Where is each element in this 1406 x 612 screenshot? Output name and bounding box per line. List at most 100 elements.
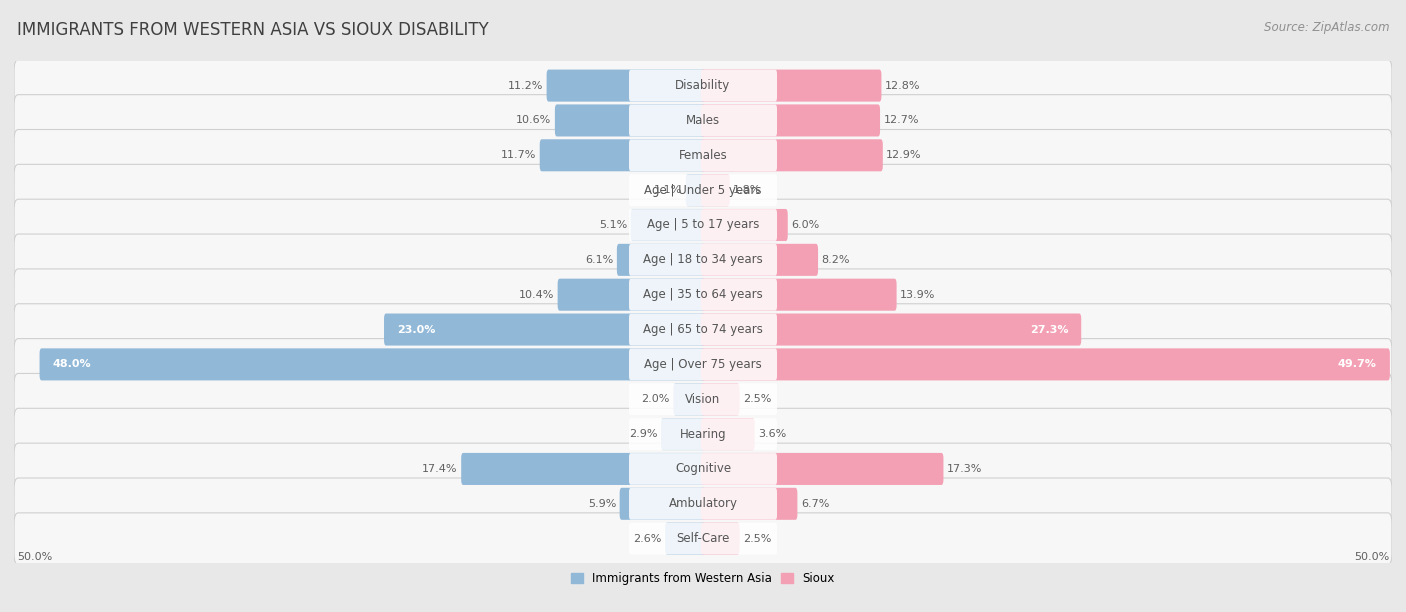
Text: 5.1%: 5.1% [599, 220, 627, 230]
FancyBboxPatch shape [555, 105, 704, 136]
FancyBboxPatch shape [14, 234, 1392, 286]
FancyBboxPatch shape [628, 453, 778, 485]
Text: 48.0%: 48.0% [52, 359, 91, 370]
Text: 27.3%: 27.3% [1029, 324, 1069, 335]
FancyBboxPatch shape [39, 348, 704, 381]
FancyBboxPatch shape [558, 278, 704, 311]
Text: 2.5%: 2.5% [742, 394, 772, 405]
FancyBboxPatch shape [14, 478, 1392, 529]
Text: 10.6%: 10.6% [516, 116, 551, 125]
Text: 11.7%: 11.7% [501, 151, 536, 160]
Text: 2.0%: 2.0% [641, 394, 669, 405]
FancyBboxPatch shape [702, 174, 730, 206]
FancyBboxPatch shape [628, 209, 778, 241]
FancyBboxPatch shape [628, 488, 778, 520]
FancyBboxPatch shape [631, 209, 704, 241]
FancyBboxPatch shape [14, 60, 1392, 111]
FancyBboxPatch shape [620, 488, 704, 520]
Text: Age | 18 to 34 years: Age | 18 to 34 years [643, 253, 763, 266]
Text: Males: Males [686, 114, 720, 127]
Text: Disability: Disability [675, 79, 731, 92]
FancyBboxPatch shape [14, 130, 1392, 181]
FancyBboxPatch shape [628, 244, 778, 275]
FancyBboxPatch shape [14, 513, 1392, 564]
FancyBboxPatch shape [702, 140, 883, 171]
Text: 2.9%: 2.9% [628, 429, 658, 439]
Text: 23.0%: 23.0% [396, 324, 436, 335]
Text: 6.0%: 6.0% [792, 220, 820, 230]
FancyBboxPatch shape [14, 338, 1392, 390]
FancyBboxPatch shape [702, 418, 755, 450]
Text: 10.4%: 10.4% [519, 289, 554, 300]
FancyBboxPatch shape [702, 209, 787, 241]
FancyBboxPatch shape [628, 314, 778, 345]
FancyBboxPatch shape [14, 165, 1392, 216]
Text: Source: ZipAtlas.com: Source: ZipAtlas.com [1264, 21, 1389, 34]
Text: Ambulatory: Ambulatory [668, 498, 738, 510]
FancyBboxPatch shape [14, 373, 1392, 425]
Text: 2.5%: 2.5% [742, 534, 772, 543]
FancyBboxPatch shape [702, 523, 740, 554]
Text: 11.2%: 11.2% [508, 81, 543, 91]
FancyBboxPatch shape [628, 523, 778, 554]
Text: Self-Care: Self-Care [676, 532, 730, 545]
FancyBboxPatch shape [702, 244, 818, 276]
FancyBboxPatch shape [540, 140, 704, 171]
FancyBboxPatch shape [628, 349, 778, 380]
Text: 50.0%: 50.0% [1354, 553, 1389, 562]
Text: 2.6%: 2.6% [633, 534, 662, 543]
Text: Age | Under 5 years: Age | Under 5 years [644, 184, 762, 196]
FancyBboxPatch shape [617, 244, 704, 276]
FancyBboxPatch shape [628, 418, 778, 450]
FancyBboxPatch shape [547, 70, 704, 102]
FancyBboxPatch shape [461, 453, 704, 485]
FancyBboxPatch shape [702, 105, 880, 136]
Text: 12.9%: 12.9% [886, 151, 922, 160]
Text: 17.3%: 17.3% [946, 464, 983, 474]
Text: 49.7%: 49.7% [1339, 359, 1376, 370]
Text: 50.0%: 50.0% [17, 553, 52, 562]
FancyBboxPatch shape [14, 443, 1392, 494]
Text: 1.8%: 1.8% [734, 185, 762, 195]
FancyBboxPatch shape [628, 70, 778, 102]
FancyBboxPatch shape [628, 140, 778, 171]
FancyBboxPatch shape [673, 383, 704, 416]
Text: Age | 65 to 74 years: Age | 65 to 74 years [643, 323, 763, 336]
FancyBboxPatch shape [702, 488, 797, 520]
FancyBboxPatch shape [702, 278, 897, 311]
Text: 12.7%: 12.7% [883, 116, 920, 125]
Text: 1.1%: 1.1% [654, 185, 682, 195]
FancyBboxPatch shape [665, 523, 704, 554]
Text: IMMIGRANTS FROM WESTERN ASIA VS SIOUX DISABILITY: IMMIGRANTS FROM WESTERN ASIA VS SIOUX DI… [17, 21, 489, 39]
Text: Hearing: Hearing [679, 428, 727, 441]
FancyBboxPatch shape [628, 383, 778, 415]
Text: Vision: Vision [685, 393, 721, 406]
FancyBboxPatch shape [702, 348, 1391, 381]
Text: 5.9%: 5.9% [588, 499, 616, 509]
Legend: Immigrants from Western Asia, Sioux: Immigrants from Western Asia, Sioux [567, 567, 839, 590]
FancyBboxPatch shape [384, 313, 704, 346]
Text: 6.7%: 6.7% [801, 499, 830, 509]
FancyBboxPatch shape [702, 70, 882, 102]
FancyBboxPatch shape [702, 453, 943, 485]
Text: Age | Over 75 years: Age | Over 75 years [644, 358, 762, 371]
Text: Age | 35 to 64 years: Age | 35 to 64 years [643, 288, 763, 301]
Text: 6.1%: 6.1% [585, 255, 613, 265]
FancyBboxPatch shape [14, 269, 1392, 321]
FancyBboxPatch shape [14, 95, 1392, 146]
Text: 3.6%: 3.6% [758, 429, 786, 439]
FancyBboxPatch shape [628, 174, 778, 206]
Text: 12.8%: 12.8% [884, 81, 921, 91]
FancyBboxPatch shape [661, 418, 704, 450]
Text: Females: Females [679, 149, 727, 162]
Text: 13.9%: 13.9% [900, 289, 935, 300]
FancyBboxPatch shape [686, 174, 704, 206]
FancyBboxPatch shape [14, 304, 1392, 356]
FancyBboxPatch shape [14, 408, 1392, 460]
Text: Cognitive: Cognitive [675, 463, 731, 476]
FancyBboxPatch shape [14, 199, 1392, 251]
FancyBboxPatch shape [628, 279, 778, 310]
Text: 17.4%: 17.4% [422, 464, 458, 474]
FancyBboxPatch shape [702, 383, 740, 416]
FancyBboxPatch shape [628, 105, 778, 136]
